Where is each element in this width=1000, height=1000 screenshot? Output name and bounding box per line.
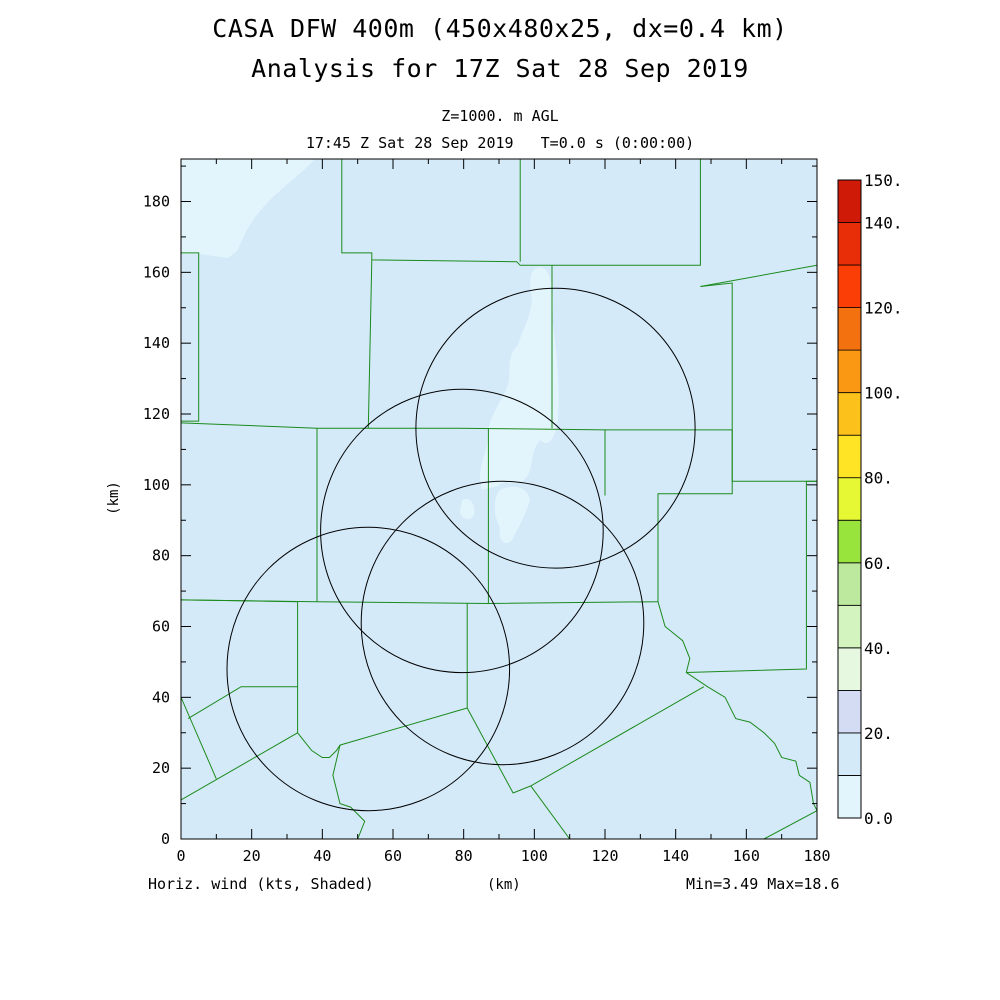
low-wind-region [480, 267, 559, 490]
axis-ticks [180, 159, 818, 840]
axis-tick-labels: 0 20 40 60 80 100 120 140 160 180 0 20 40 60 80 100 120 1… [143, 193, 831, 866]
y-tick-label: 80 [152, 547, 170, 565]
county-line [332, 744, 366, 839]
colorbar-cell [837, 604, 862, 649]
county-line [181, 422, 733, 431]
y-tick-label: 0 [161, 830, 170, 848]
colorbar-cell [837, 179, 862, 223]
colorbar-frame [837, 179, 862, 819]
colorbar-label: 80. [864, 469, 893, 488]
county-line [466, 686, 705, 794]
colorbar-cell [837, 562, 862, 606]
colorbar-cell [837, 222, 862, 266]
colorbar: 0.0 20. 40. 60. 80. 100. 120. 140. 150. [837, 171, 903, 828]
county-line [530, 785, 571, 839]
y-tick-label: 20 [152, 759, 170, 777]
county-line [187, 686, 298, 720]
field-label: Horiz. wind (kts, Shaded) [148, 875, 374, 893]
colorbar-cell [837, 477, 862, 521]
y-tick-label: 120 [143, 405, 170, 423]
colorbar-label: 150. [864, 171, 903, 190]
x-tick-label: 20 [243, 847, 261, 865]
county-line [181, 599, 298, 603]
radar-range-rings [226, 287, 696, 812]
x-tick-label: 140 [662, 847, 689, 865]
county-line [657, 429, 733, 602]
county-line [700, 264, 817, 287]
y-tick-label: 40 [152, 688, 170, 706]
county-line [763, 810, 817, 839]
county-line [686, 481, 807, 673]
county-line [700, 282, 817, 482]
colorbar-label: 40. [864, 639, 893, 658]
colorbar-cell [837, 519, 862, 564]
low-wind-region [181, 159, 315, 258]
county-line [181, 252, 200, 422]
y-tick-label: 100 [143, 476, 170, 494]
x-tick-label: 160 [733, 847, 760, 865]
chart-subtitle: Analysis for 17Z Sat 28 Sep 2019 [251, 54, 749, 83]
x-tick-label: 80 [455, 847, 473, 865]
colorbar-cell [837, 349, 862, 394]
colorbar-cell [837, 775, 862, 819]
colorbar-cell [837, 647, 862, 691]
x-axis-label: (km) [487, 877, 521, 893]
time-label: 17:45 Z Sat 28 Sep 2019 T=0.0 s (0:00:00… [305, 134, 695, 152]
county-line [367, 259, 373, 429]
low-wind-region [494, 486, 530, 544]
radar-ring [226, 526, 511, 812]
colorbar-cell [837, 434, 862, 479]
colorbar-cell [837, 690, 862, 734]
colorbar-cell [837, 264, 862, 309]
colorbar-label: 0.0 [864, 809, 893, 828]
colorbar-cell [837, 392, 862, 436]
county-line [341, 159, 701, 266]
x-tick-label: 0 [176, 847, 185, 865]
low-wind-region [460, 499, 475, 520]
y-tick-label: 60 [152, 618, 170, 636]
x-tick-label: 40 [313, 847, 331, 865]
y-tick-label: 160 [143, 263, 170, 281]
county-boundaries [181, 159, 817, 839]
county-line [181, 697, 217, 779]
colorbar-label: 120. [864, 299, 903, 318]
x-tick-label: 60 [384, 847, 402, 865]
x-tick-label: 180 [803, 847, 830, 865]
radar-ring [415, 287, 696, 569]
colorbar-label: 140. [864, 214, 903, 233]
radar-ring [320, 388, 604, 674]
y-tick-label: 180 [143, 193, 170, 211]
colorbar-cell [837, 307, 862, 351]
y-axis-label: (km) [106, 481, 122, 515]
county-line [657, 601, 817, 811]
colorbar-label: 100. [864, 384, 903, 403]
level-label: Z=1000. m AGL [441, 107, 559, 125]
chart-title: CASA DFW 400m (450x480x25, dx=0.4 km) [212, 14, 788, 43]
x-tick-label: 100 [521, 847, 548, 865]
wind-field-shading [181, 159, 817, 839]
colorbar-label: 60. [864, 554, 893, 573]
y-tick-label: 140 [143, 334, 170, 352]
colorbar-cell [837, 732, 862, 776]
radar-ring [360, 480, 645, 766]
min-max-label: Min=3.49 Max=18.6 [686, 875, 840, 893]
x-tick-label: 120 [591, 847, 618, 865]
colorbar-label: 20. [864, 724, 893, 743]
